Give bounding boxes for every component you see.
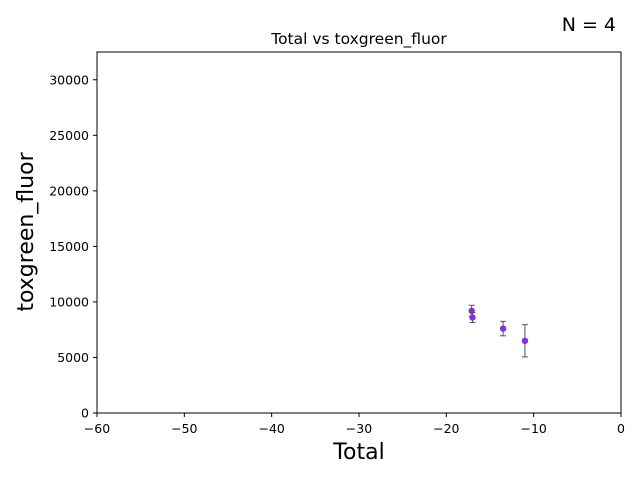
x-tick-label: −60 bbox=[84, 421, 110, 436]
plot-area bbox=[96, 51, 622, 414]
x-tick-label: −40 bbox=[258, 421, 284, 436]
data-point bbox=[469, 314, 476, 321]
y-tick-label: 5000 bbox=[57, 350, 89, 365]
y-tick-label: 25000 bbox=[49, 128, 89, 143]
y-tick-label: 0 bbox=[81, 406, 89, 421]
y-tick-label: 10000 bbox=[49, 294, 89, 309]
x-axis-title: Total bbox=[332, 440, 384, 465]
chart-title: Total vs toxgreen_fluor bbox=[270, 30, 447, 49]
x-tick-label: −50 bbox=[171, 421, 197, 436]
y-tick-label: 20000 bbox=[49, 183, 89, 198]
y-axis-title: toxgreen_fluor bbox=[14, 151, 39, 311]
x-tick-label: −10 bbox=[520, 421, 546, 436]
plot-frame bbox=[96, 51, 622, 414]
data-point bbox=[468, 307, 475, 315]
data-point bbox=[521, 337, 529, 344]
sample-count-label: N = 4 bbox=[562, 14, 616, 36]
data-point-group bbox=[469, 311, 476, 323]
y-tick-label: 15000 bbox=[49, 239, 89, 254]
x-tick-label: −30 bbox=[346, 421, 372, 436]
x-tick-label: −20 bbox=[433, 421, 459, 436]
data-point-group bbox=[521, 324, 529, 358]
x-axis: −60 −50 −40 −30 −20 −10 0 bbox=[84, 413, 625, 436]
x-tick-label: 0 bbox=[617, 421, 625, 436]
data-point-group bbox=[499, 320, 507, 337]
y-tick-label: 30000 bbox=[49, 72, 89, 87]
y-axis: 0 5000 10000 15000 20000 25000 30000 bbox=[49, 72, 97, 421]
data-point bbox=[499, 325, 507, 332]
